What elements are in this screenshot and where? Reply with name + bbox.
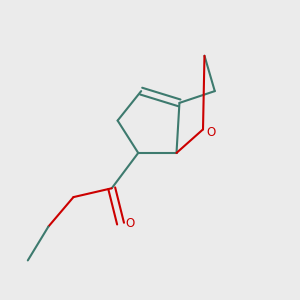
Text: O: O (207, 126, 216, 139)
Text: O: O (125, 217, 135, 230)
